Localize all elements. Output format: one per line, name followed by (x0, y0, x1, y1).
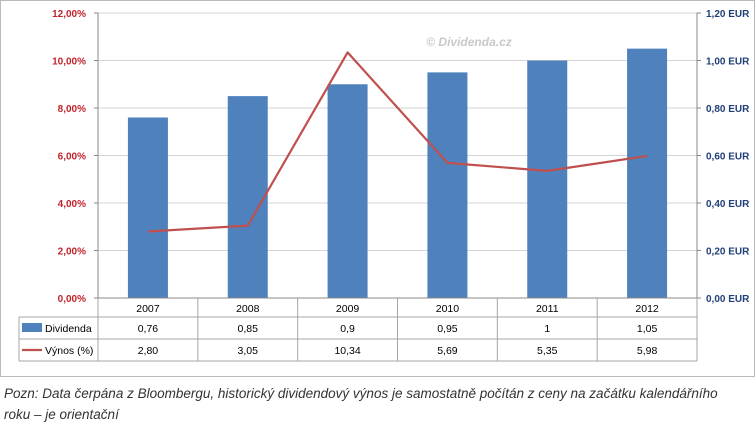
data-label: 5,35 (537, 345, 558, 357)
y-right-tick-label: 0,20 EUR (706, 247, 750, 258)
y-left-tick-label: 8,00% (58, 104, 86, 115)
y-right-tick-label: 1,20 EUR (706, 9, 750, 20)
y-right-tick-label: 0,40 EUR (706, 199, 750, 210)
category-label: 2007 (136, 303, 160, 315)
y-left-tick-label: 2,00% (58, 247, 86, 258)
series-line (147, 51, 648, 233)
data-label: 2,80 (138, 345, 159, 357)
y-left-tick-label: 6,00% (58, 152, 86, 163)
bar (527, 60, 568, 298)
chart-svg: 0,00% 2,00% 4,00% 6,00% 8,00% 10,00% 12,00% 0,0… (18, 9, 750, 362)
y-left-tick-label: 4,00% (58, 199, 86, 210)
data-label: 1 (544, 323, 550, 335)
watermark: © Dividenda.cz (426, 35, 512, 49)
bar (327, 84, 368, 298)
y-right-tick-label: 0,60 EUR (706, 152, 750, 163)
y-left-tick-label: 10,00% (52, 57, 86, 68)
data-label: 3,05 (238, 345, 259, 357)
category-label: 2008 (236, 303, 260, 315)
category-label: 2012 (635, 303, 659, 315)
data-label: 10,34 (334, 345, 360, 357)
data-label: 0,9 (340, 323, 355, 335)
y-right-tick-label: 0,80 EUR (706, 104, 750, 115)
bar (127, 117, 168, 298)
legend-label: Dividenda (45, 323, 92, 335)
data-label: 0,76 (138, 323, 159, 335)
legend-key-bar (22, 323, 42, 332)
footnote: Pozn: Data čerpána z Bloombergu, histori… (4, 386, 718, 422)
data-label: 1,05 (637, 323, 658, 335)
data-label: 0,85 (238, 323, 259, 335)
legend-label: Výnos (%) (45, 345, 93, 357)
category-label: 2011 (536, 303, 559, 315)
y-left-tick-label: 0,00% (58, 294, 86, 305)
bar (627, 48, 668, 298)
chart-frame: 0,00% 2,00% 4,00% 6,00% 8,00% 10,00% 12,00% 0,0… (0, 0, 755, 377)
y-left-tick-label: 12,00% (52, 9, 86, 20)
category-label: 2009 (336, 303, 360, 315)
data-label: 5,69 (437, 345, 458, 357)
y-right-tick-label: 0,00 EUR (706, 294, 750, 305)
bar (427, 72, 468, 298)
data-label: 0,95 (437, 323, 458, 335)
bar (227, 96, 268, 298)
category-label: 2010 (436, 303, 460, 315)
data-label: 5,98 (637, 345, 658, 357)
y-right-tick-label: 1,00 EUR (706, 57, 750, 68)
